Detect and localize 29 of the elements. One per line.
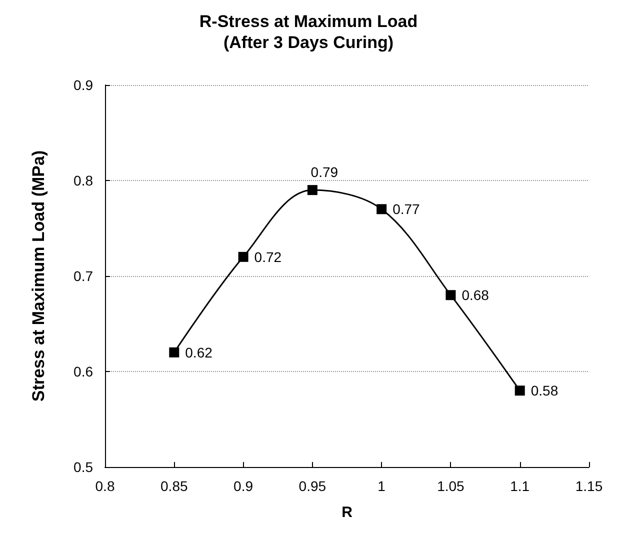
y-tick-label: 0.9 [74,77,94,93]
data-label: 0.79 [310,164,338,180]
y-axis-title: Stress at Maximum Load (MPa) [29,150,48,402]
point [238,252,248,262]
x-tick-label: 1.1 [510,478,530,494]
x-tick-label: 0.8 [95,478,115,494]
data-label: 0.77 [392,201,420,218]
x-tick-label: 0.9 [234,478,254,494]
data-label: 0.68 [462,287,490,304]
point [376,204,387,214]
x-tick-label: 0.95 [298,478,326,494]
data-label: 0.72 [254,248,282,265]
point [446,290,456,300]
point [169,347,180,358]
chart-subtitle: (After 3 Days Curing) [223,33,394,52]
x-tick-label: 0.85 [160,478,188,494]
point [307,185,318,196]
x-tick-label: 1.15 [575,478,603,494]
x-axis-title: R [342,504,353,521]
y-tick-label: 0.7 [74,268,94,284]
x-tick-label: 1.05 [437,478,465,494]
data-label: 0.58 [530,382,558,399]
x-tick-label: 1 [378,478,386,494]
chart-title: R-Stress at Maximum Load [199,12,418,31]
y-tick-label: 0.6 [74,364,94,380]
point [514,386,525,396]
y-tick-label: 0.5 [74,459,94,475]
data-label: 0.62 [185,344,213,360]
y-tick-label: 0.8 [74,172,94,188]
